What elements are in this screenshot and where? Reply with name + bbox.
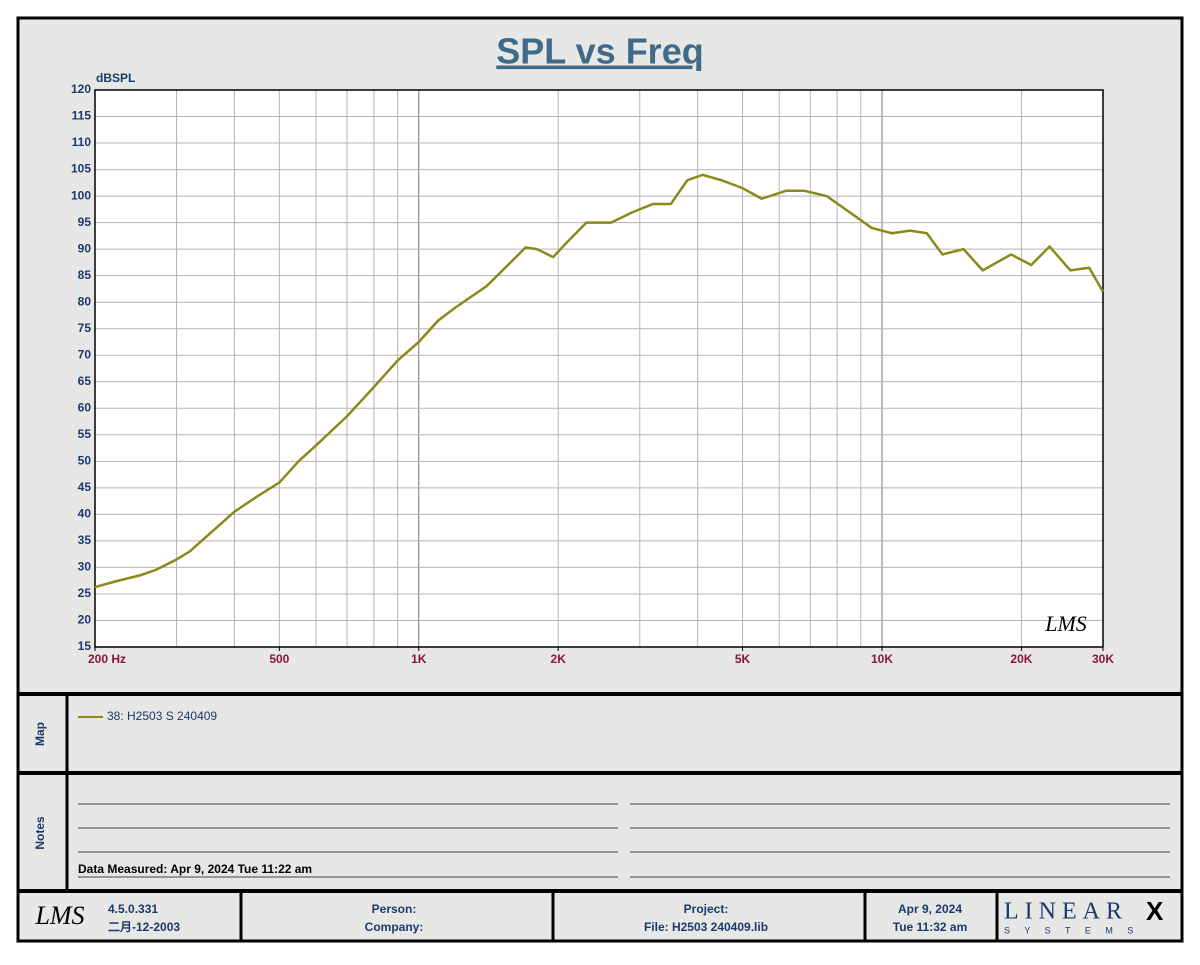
measured-note: Data Measured: Apr 9, 2024 Tue 11:22 am xyxy=(78,862,312,876)
chart-title: SPL vs Freq xyxy=(496,31,703,72)
y-tick-label: 115 xyxy=(72,109,92,123)
note-lines xyxy=(78,803,1170,878)
y-tick-label: 60 xyxy=(78,400,92,414)
person: Person: xyxy=(372,902,417,916)
file: File: H2503 240409.lib xyxy=(644,920,768,934)
y-tick-label: 70 xyxy=(78,347,92,361)
notes-label: Notes xyxy=(33,816,47,850)
y-tick-label: 105 xyxy=(71,162,91,176)
footer-dividers xyxy=(239,891,999,941)
y-tick-label: 40 xyxy=(78,507,92,521)
brand-sub: S Y S T E M S xyxy=(1004,925,1139,935)
x-tick-label: 20K xyxy=(1010,652,1032,666)
x-tick-label: 10K xyxy=(871,652,893,666)
y-tick-label: 50 xyxy=(78,454,92,468)
brand: LINEAR xyxy=(1004,899,1128,925)
project: Project: xyxy=(684,902,729,916)
watermark: LMS xyxy=(1044,611,1087,636)
company: Company: xyxy=(365,920,424,934)
y-tick-label: 100 xyxy=(71,188,91,202)
x-tick-label: 200 Hz xyxy=(88,652,126,666)
y-tick-label: 85 xyxy=(78,268,92,282)
series-line xyxy=(94,173,1105,589)
y-tick-label: 110 xyxy=(72,135,92,149)
y-tick-label: 65 xyxy=(78,374,92,388)
brand-mark: X xyxy=(1146,896,1164,926)
y-tick-label: 25 xyxy=(78,586,92,600)
x-tick-label: 500 xyxy=(269,652,289,666)
y-tick-label: 55 xyxy=(78,427,92,441)
time: Tue 11:32 am xyxy=(893,920,967,934)
y-tick-label: 15 xyxy=(78,639,92,653)
y-tick-label: 90 xyxy=(78,241,92,255)
y-tick-label: 95 xyxy=(78,215,92,229)
x-tick-label: 30K xyxy=(1092,652,1114,666)
y-tick-label: 20 xyxy=(78,613,92,627)
plot-area xyxy=(95,90,1103,647)
y-tick-label: 75 xyxy=(78,321,92,335)
y-tick-label: 120 xyxy=(71,82,91,96)
legend-entry: 38: H2503 S 240409 xyxy=(107,709,217,723)
y-tick-label: 45 xyxy=(78,480,92,494)
x-tick-label: 5K xyxy=(735,652,751,666)
y-tick-label: 80 xyxy=(78,294,92,308)
build-date: 二月-12-2003 xyxy=(108,920,180,934)
y-tick-label: 30 xyxy=(78,560,92,574)
footer-logo: LMS xyxy=(34,901,84,930)
date: Apr 9, 2024 xyxy=(898,902,962,916)
y-tick-label: 35 xyxy=(78,533,92,547)
plot-border xyxy=(94,89,1104,648)
y-axis-label: dBSPL xyxy=(96,71,135,85)
x-tick-label: 2K xyxy=(551,652,567,666)
map-label: Map xyxy=(33,722,47,746)
version: 4.5.0.331 xyxy=(108,902,158,916)
x-tick-label: 1K xyxy=(411,652,427,666)
